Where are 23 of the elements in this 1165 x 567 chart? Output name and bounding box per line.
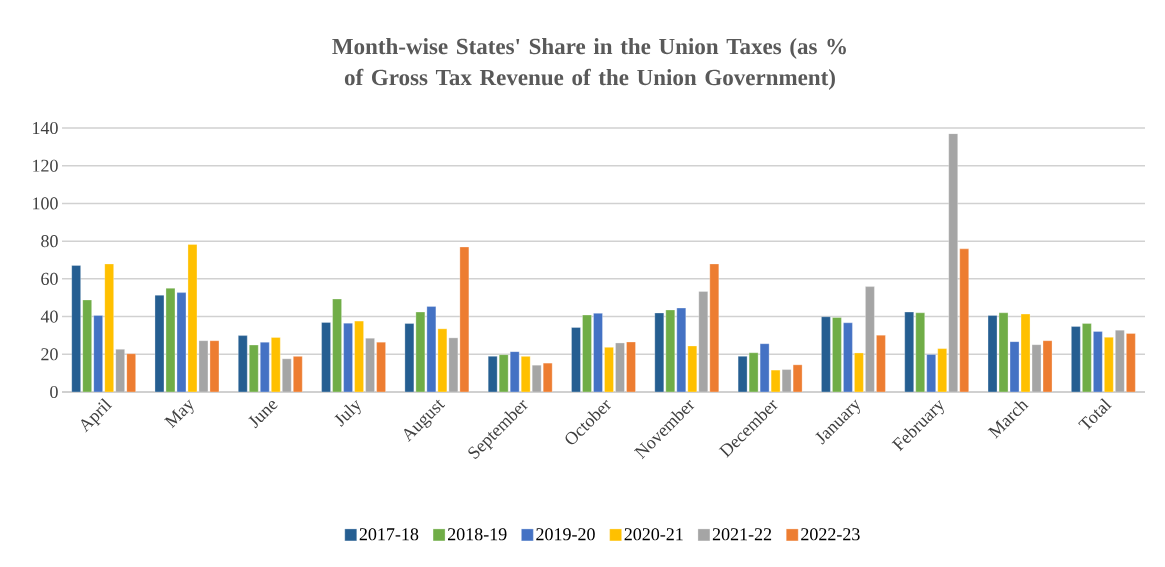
y-tick-label: 120 [33,159,58,172]
legend-label: 2017-18 [359,528,419,541]
x-tick-label: May [163,399,194,429]
chart-title: Month-wise States' Share in the Union Taxes (as % of Gross Tax Revenue of the Union Government) [332,38,846,90]
bar [115,349,125,392]
y-tick-label: 80 [41,235,58,248]
x-tick-label: July [334,400,361,427]
y-tick-label: 140 [33,121,58,135]
legend-label: 2021-22 [712,528,772,541]
bar [71,265,81,392]
x-tick-label: June [248,400,278,429]
y-tick-label: 0 [50,385,58,399]
y-tick-label: 100 [33,197,58,210]
y-tick-label: 40 [40,310,58,323]
legend-label: 2018-19 [448,528,507,541]
bar [104,263,114,392]
legend-label: 2022-23 [801,528,860,541]
bar [82,299,92,392]
y-tick-label: 20 [41,348,58,361]
legend-label: 2019-20 [536,528,595,541]
bar [93,315,103,392]
y-tick-label: 60 [41,272,58,285]
legend-label: 2020-21 [624,528,683,541]
